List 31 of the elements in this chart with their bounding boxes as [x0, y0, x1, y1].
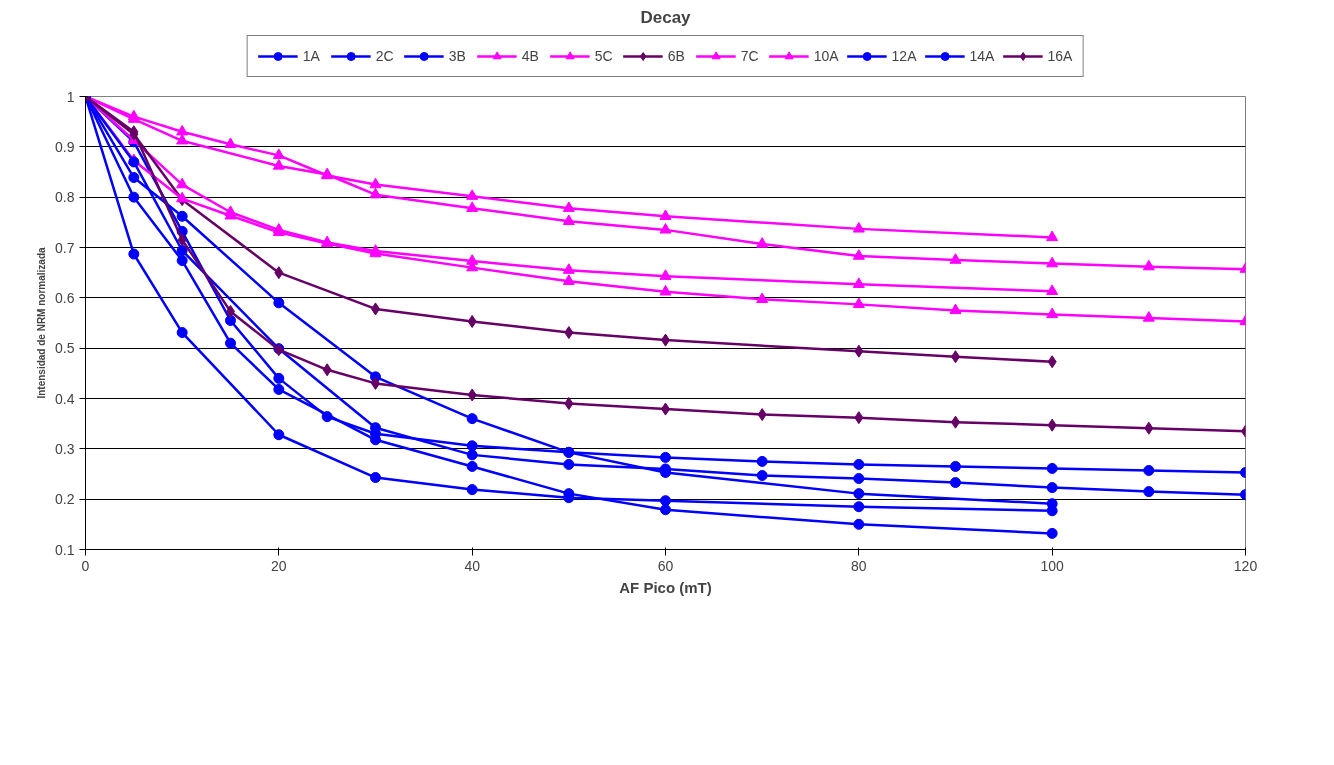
x-tick-label: 40 [464, 557, 481, 574]
x-tick-label: 60 [657, 557, 674, 574]
legend-label: 3B [448, 48, 467, 64]
y-tick-label: 1 [66, 88, 75, 105]
legend-label: 2C [375, 48, 395, 64]
y-tick-label: 0.5 [55, 340, 75, 357]
legend-label: 4B [521, 48, 540, 64]
y-tick-label: 0.8 [55, 189, 75, 206]
legend-label: 7C [740, 48, 760, 64]
x-tick-label: 80 [851, 557, 867, 574]
y-tick-label: 0.2 [55, 491, 75, 508]
x-tick-label: 100 [1040, 557, 1065, 574]
y-tick-label: 0.6 [55, 289, 75, 306]
legend-label: 16A [1047, 48, 1073, 64]
chart-title: Decay [640, 7, 692, 27]
x-tick-label: 120 [1233, 557, 1258, 574]
y-tick-label: 0.1 [55, 541, 75, 558]
legend-label: 12A [891, 48, 917, 64]
y-tick-label: 0.4 [55, 390, 75, 407]
legend-label: 6B [667, 48, 686, 64]
x-tick-label: 0 [81, 557, 90, 574]
y-tick-label: 0.9 [55, 138, 75, 155]
y-tick-label: 0.7 [55, 239, 75, 256]
legend-label: 5C [594, 48, 614, 64]
legend-label: 10A [813, 48, 839, 64]
x-tick-label: 20 [271, 557, 287, 574]
y-axis-title: Intensidad de NRM normalizada [36, 247, 48, 399]
legend-label: 1A [302, 48, 321, 64]
x-axis-title: AF Pico (mT) [619, 578, 712, 596]
legend-label: 14A [969, 48, 995, 64]
y-tick-label: 0.3 [55, 440, 75, 457]
